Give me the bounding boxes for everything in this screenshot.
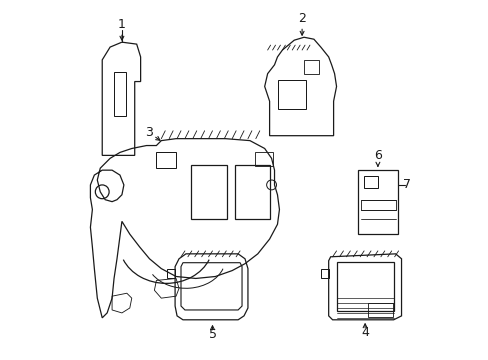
- Bar: [304, 60, 318, 74]
- Text: 7: 7: [403, 179, 410, 192]
- Bar: [358, 170, 397, 234]
- Text: 6: 6: [373, 149, 381, 162]
- Bar: [361, 200, 395, 210]
- Text: 3: 3: [145, 126, 153, 139]
- Bar: [278, 80, 305, 109]
- Bar: [367, 303, 392, 317]
- Text: 1: 1: [118, 18, 125, 31]
- Bar: [364, 176, 377, 188]
- Text: 4: 4: [361, 326, 368, 339]
- Bar: [235, 165, 269, 219]
- Bar: [190, 165, 227, 219]
- Text: 2: 2: [298, 12, 305, 25]
- Bar: [336, 262, 393, 311]
- Text: 5: 5: [208, 328, 216, 341]
- Bar: [254, 152, 272, 166]
- Bar: [114, 72, 125, 116]
- Bar: [156, 152, 176, 168]
